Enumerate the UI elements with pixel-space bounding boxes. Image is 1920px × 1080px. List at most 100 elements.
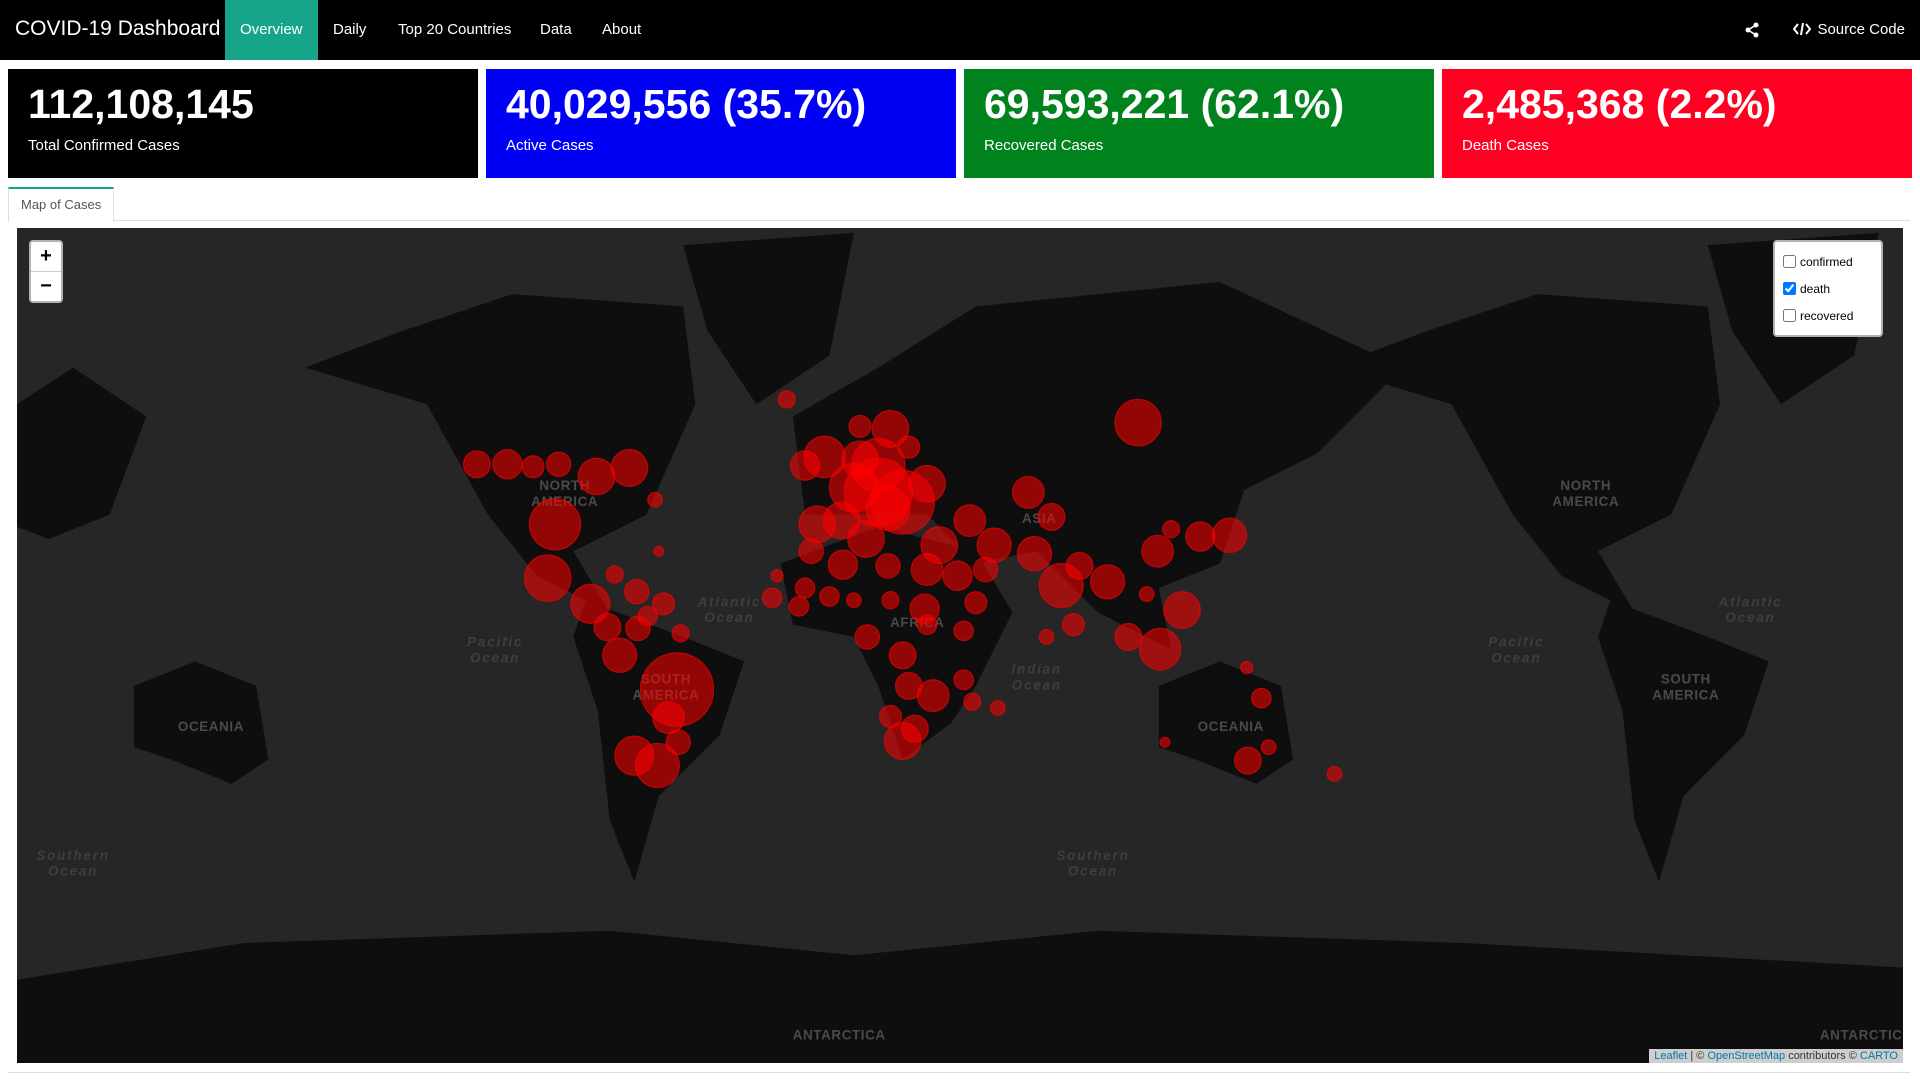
case-circle bbox=[1141, 534, 1175, 568]
case-circle bbox=[1185, 521, 1216, 552]
attribution-text: contributors © bbox=[1788, 1050, 1857, 1062]
layer-name: confirmed bbox=[1800, 254, 1853, 269]
attribution-text: | © bbox=[1690, 1050, 1705, 1062]
share-icon[interactable] bbox=[1744, 22, 1760, 38]
layer-option[interactable]: death bbox=[1779, 275, 1877, 302]
case-circle bbox=[908, 464, 946, 503]
label: Total Confirmed Cases bbox=[28, 137, 180, 154]
case-circle bbox=[1138, 627, 1182, 671]
case-circle bbox=[637, 605, 659, 627]
map-label: Southern bbox=[1056, 848, 1130, 863]
map-label: NORTH bbox=[539, 478, 590, 493]
carto-link[interactable]: CARTO bbox=[1859, 1050, 1898, 1062]
leaflet-link[interactable]: Leaflet bbox=[1654, 1050, 1688, 1062]
nav-item[interactable]: Top 20 Countries bbox=[398, 21, 512, 38]
case-circle bbox=[577, 457, 616, 496]
case-circle bbox=[1037, 502, 1066, 532]
brand[interactable]: COVID-19 Dashboard bbox=[15, 17, 221, 40]
nav-item[interactable]: Overview bbox=[225, 0, 318, 60]
case-circle bbox=[827, 549, 859, 580]
case-circle bbox=[593, 613, 622, 642]
case-circle bbox=[545, 451, 572, 478]
value-box: 2,485,368 (2.2%) Death Cases bbox=[1442, 69, 1912, 178]
value: 112,108,145 bbox=[28, 81, 254, 127]
case-circle bbox=[623, 578, 650, 605]
label: Death Cases bbox=[1462, 137, 1549, 154]
layer-checkbox[interactable] bbox=[1783, 309, 1796, 322]
case-circle bbox=[761, 587, 783, 609]
case-circle bbox=[770, 568, 784, 583]
map-label: ANTARCTICA bbox=[1820, 1028, 1903, 1043]
case-circle bbox=[610, 448, 649, 487]
osm-link[interactable]: OpenStreetMap bbox=[1707, 1050, 1786, 1062]
map-label: Southern bbox=[36, 848, 110, 863]
land bbox=[17, 232, 1903, 1063]
layer-control: confirmed death recovered bbox=[1773, 240, 1883, 337]
case-circles bbox=[462, 390, 1343, 789]
case-circle bbox=[910, 553, 944, 587]
case-circle bbox=[528, 497, 582, 551]
layer-option[interactable]: recovered bbox=[1779, 302, 1877, 329]
case-circle bbox=[798, 505, 837, 544]
case-circle bbox=[570, 583, 611, 625]
map-label: Atlantic bbox=[1718, 594, 1783, 609]
map-label: OCEANIA bbox=[1198, 719, 1264, 734]
case-circle bbox=[963, 692, 982, 712]
map-label: Ocean bbox=[1068, 864, 1118, 879]
map-canvas: NORTHAMERICASOUTHAMERICAOCEANIAOCEANIAAF… bbox=[17, 232, 1903, 1063]
value-box: 112,108,145 Total Confirmed Cases bbox=[8, 69, 478, 178]
case-circle bbox=[1089, 564, 1126, 600]
case-circle bbox=[1233, 746, 1262, 775]
case-circle bbox=[916, 679, 950, 713]
case-circle bbox=[605, 565, 624, 584]
value: 40,029,556 (35.7%) bbox=[506, 81, 867, 127]
nav-item[interactable]: About bbox=[602, 21, 642, 38]
source-code-link[interactable]: Source Code bbox=[1793, 0, 1905, 60]
code-icon bbox=[1793, 22, 1812, 36]
case-circle bbox=[972, 556, 999, 583]
map-label: ANTARCTICA bbox=[793, 1028, 886, 1043]
nav-item[interactable]: Daily bbox=[333, 21, 367, 38]
zoom-out[interactable]: − bbox=[31, 271, 61, 301]
case-circle bbox=[1038, 628, 1055, 645]
case-circle bbox=[1061, 613, 1086, 637]
case-circle bbox=[788, 595, 810, 617]
value: 69,593,221 (62.1%) bbox=[984, 81, 1345, 127]
value: 2,485,368 (2.2%) bbox=[1462, 81, 1777, 127]
case-circle bbox=[1114, 398, 1162, 447]
map[interactable]: NORTHAMERICASOUTHAMERICAOCEANIAOCEANIAAF… bbox=[17, 228, 1903, 1063]
map-labels: NORTHAMERICASOUTHAMERICAOCEANIAOCEANIAAF… bbox=[36, 478, 1903, 1043]
map-label: OCEANIA bbox=[178, 719, 244, 734]
case-circle bbox=[1250, 687, 1272, 709]
layer-checkbox[interactable] bbox=[1783, 255, 1796, 268]
map-label: Atlantic bbox=[697, 594, 762, 609]
tab[interactable]: Map of Cases bbox=[8, 187, 115, 222]
case-circle bbox=[1011, 475, 1045, 509]
label: Recovered Cases bbox=[984, 137, 1104, 154]
zoom-control: + − bbox=[29, 240, 63, 303]
case-circle bbox=[883, 722, 922, 760]
case-circle bbox=[651, 701, 685, 735]
layer-checkbox[interactable] bbox=[1783, 282, 1796, 295]
case-circle bbox=[1260, 739, 1277, 756]
case-circle bbox=[847, 520, 885, 558]
layer-option[interactable]: confirmed bbox=[1779, 248, 1877, 275]
case-circle bbox=[916, 614, 938, 636]
map-label: Pacific bbox=[467, 635, 523, 650]
case-circle bbox=[875, 553, 901, 579]
map-label: AMERICA bbox=[1552, 494, 1619, 509]
case-circle bbox=[601, 637, 638, 674]
case-circle bbox=[1239, 660, 1254, 675]
value-box: 40,029,556 (35.7%) Active Cases bbox=[486, 69, 956, 178]
case-circle bbox=[848, 414, 872, 438]
case-circle bbox=[521, 455, 545, 479]
nav-item[interactable]: Data bbox=[540, 21, 572, 38]
case-circle bbox=[671, 624, 690, 643]
case-circle bbox=[665, 729, 692, 756]
zoom-in[interactable]: + bbox=[40, 245, 52, 267]
case-circle bbox=[964, 591, 988, 615]
case-circle bbox=[976, 527, 1012, 563]
case-circle bbox=[854, 624, 881, 650]
case-circle bbox=[1065, 551, 1094, 580]
